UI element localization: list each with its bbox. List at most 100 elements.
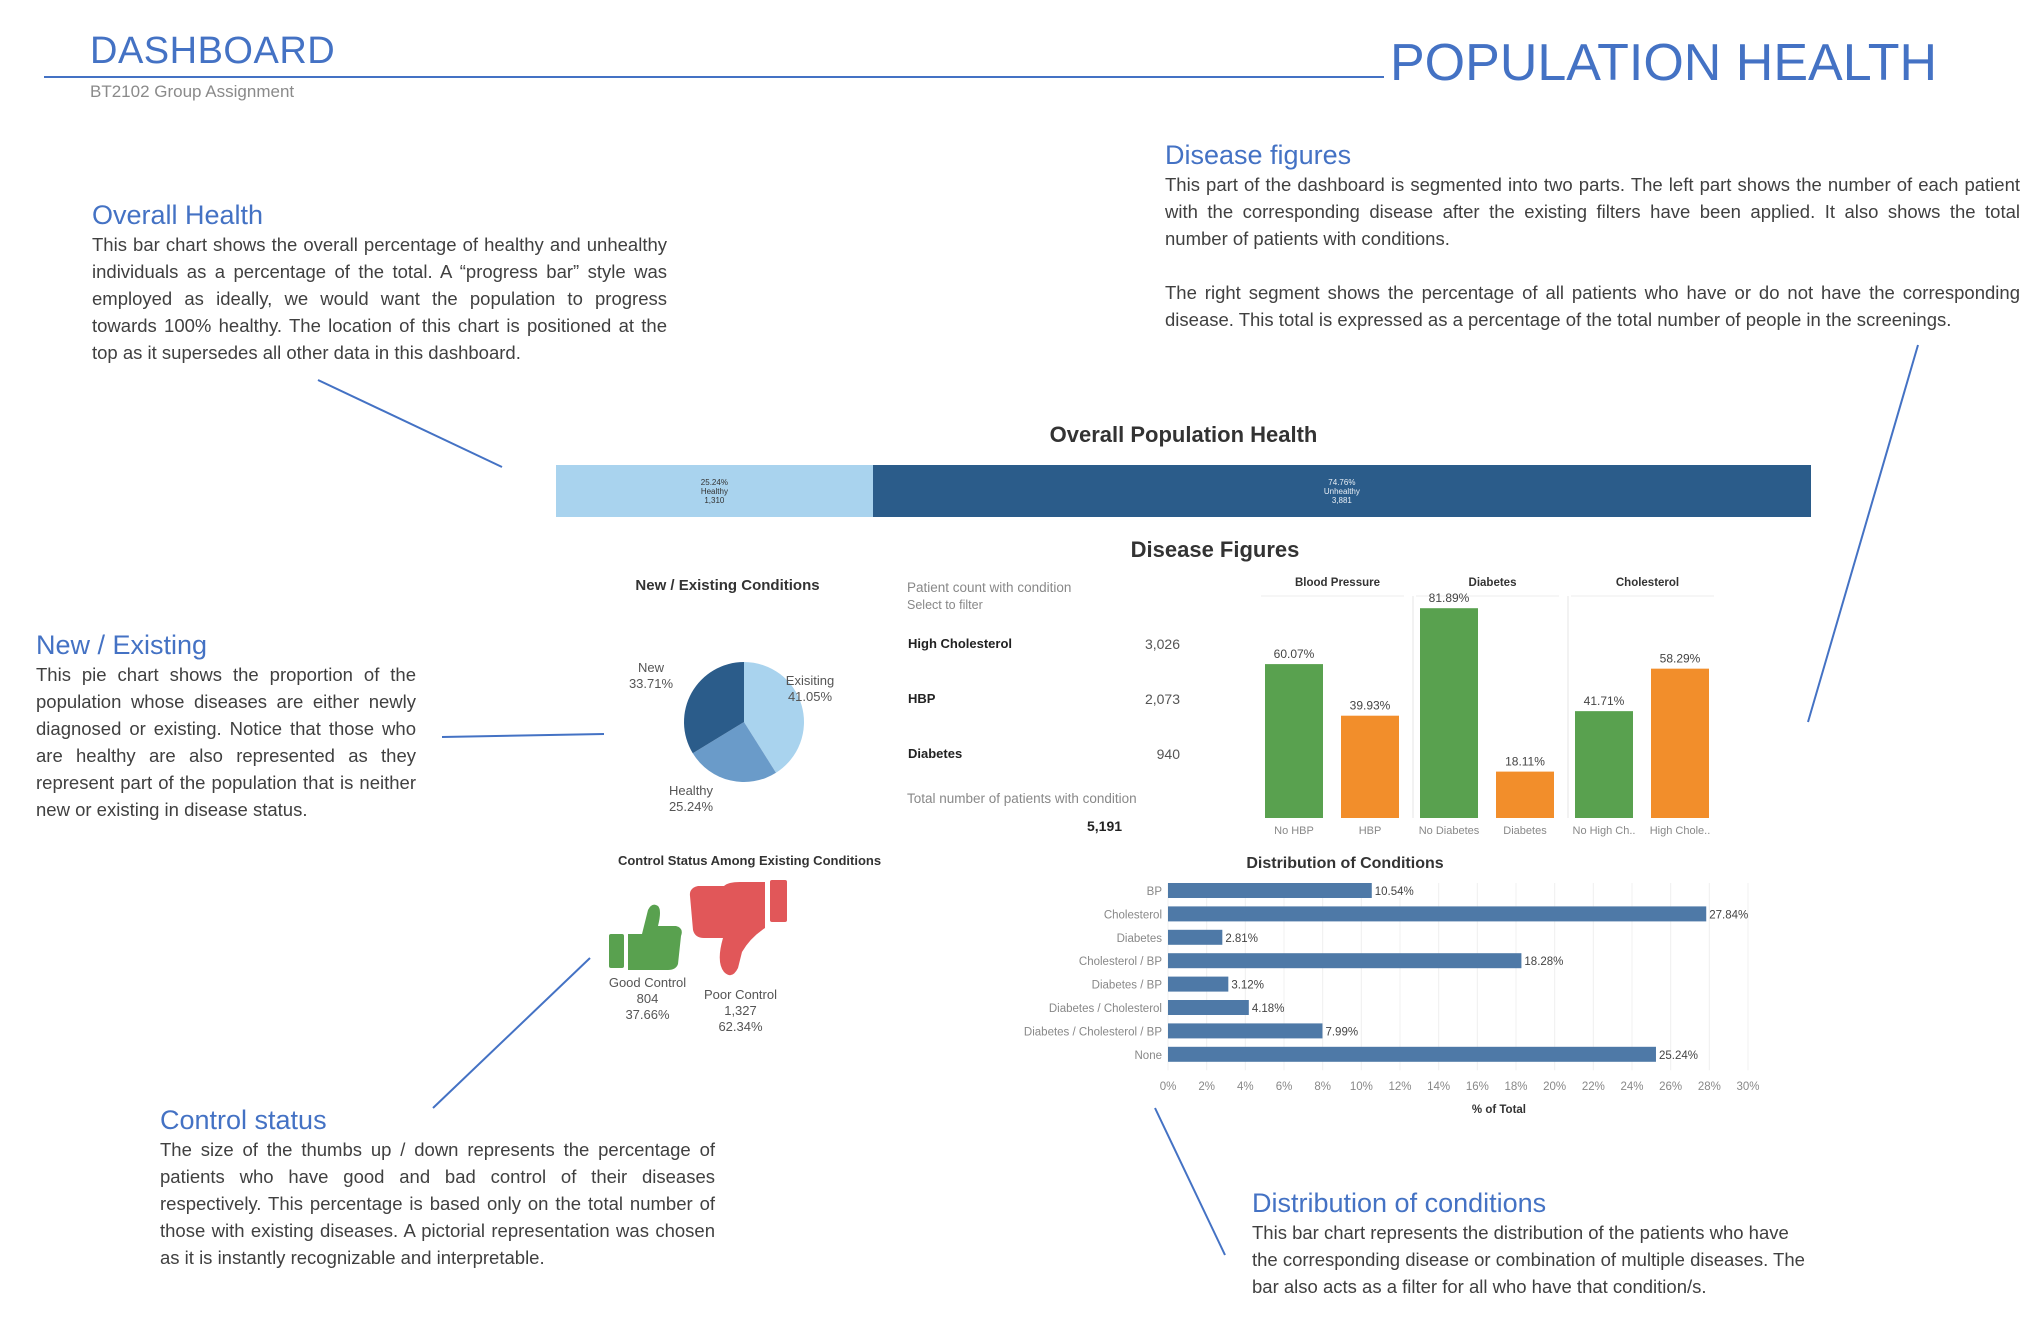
healthy-pct: 25.24% [700, 477, 728, 487]
x-tick-label: 4% [1237, 1081, 1254, 1093]
label-name: Exisiting [785, 673, 835, 688]
category-label: BP [1147, 886, 1163, 898]
label-pct: 41.05% [787, 689, 833, 704]
distribution-chart[interactable]: 0% 2% 4% 6% 8% 10% 12% 14% 16% 18% 20% 22% 24% 26% 28%… [990, 878, 1780, 1118]
bar-category-label: High Chole.. [1650, 825, 1711, 837]
connector-line [317, 379, 503, 468]
dashboard-title: DASHBOARD [90, 30, 336, 72]
category-label: Cholesterol [1104, 909, 1162, 921]
bar-category-label: Diabetes [1503, 825, 1547, 837]
category-label: Diabetes [1117, 933, 1163, 945]
pie-slice-healthy[interactable] [692, 722, 776, 782]
kpi-row-value: 2,073 [1144, 691, 1180, 707]
bar-value-label: 81.89% [1429, 591, 1470, 605]
distribution-bar[interactable] [1168, 953, 1522, 969]
kpi-total-value: 5,191 [1087, 818, 1123, 834]
kpi-row-value: 940 [1156, 746, 1180, 762]
x-tick-label: 6% [1276, 1081, 1293, 1093]
pie-chart[interactable] [612, 650, 812, 810]
label-count: 1,327 [724, 1003, 757, 1018]
unhealthy-count: 3,881 [1331, 495, 1352, 505]
x-tick-label: 2% [1198, 1081, 1215, 1093]
note-title: Overall Health [92, 200, 264, 230]
x-tick-label: 10% [1350, 1081, 1373, 1093]
category-label: Cholesterol / BP [1079, 956, 1162, 968]
kpi-row-label[interactable]: HBP [908, 691, 936, 706]
bar-category-label: No High Ch.. [1573, 825, 1636, 837]
healthy-segment[interactable]: 25.24% Healthy 1,310 [556, 465, 873, 517]
x-tick-label: 14% [1427, 1081, 1450, 1093]
distribution-bar[interactable] [1168, 976, 1229, 992]
header-divider [44, 76, 1384, 78]
kpi-row-value: 3,026 [1144, 636, 1180, 652]
poor-control-label: Poor Control 1,327 62.34% [693, 987, 788, 1035]
category-label: Diabetes / Cholesterol [1049, 1003, 1162, 1015]
note-title: Disease figures [1165, 140, 1352, 170]
note-body: The size of the thumbs up / down represe… [160, 1139, 715, 1268]
bar-value-label: 41.71% [1584, 694, 1625, 708]
label-pct: 62.34% [718, 1019, 763, 1034]
distribution-bar[interactable] [1168, 883, 1372, 898]
unhealthy-segment[interactable]: 74.76% Unhealthy 3,881 [872, 465, 1811, 517]
good-control-label: Good Control 804 37.66% [600, 975, 695, 1023]
note-overall-health: Overall Health This bar chart shows the … [92, 200, 667, 366]
note-new-existing: New / Existing This pie chart shows the … [36, 630, 416, 823]
kpi-header: Patient count with condition [907, 580, 1072, 595]
distribution-bar[interactable] [1168, 1046, 1656, 1062]
connector-line [441, 733, 605, 738]
dashboard-subtitle: BT2102 Group Assignment [90, 82, 295, 101]
kpi-row-label[interactable]: Diabetes [908, 746, 963, 761]
disease-bars-chart[interactable]: Blood Pressure 60.07% No HBP 39.93% HBP Diabe… [1255, 568, 1755, 838]
unhealthy-pct: 74.76% [1328, 477, 1356, 487]
bar-value-label: 60.07% [1274, 647, 1315, 661]
group-title: Diabetes [1469, 577, 1517, 589]
bar-value-label: 3.12% [1231, 980, 1264, 992]
x-axis-label: % of Total [1472, 1104, 1526, 1116]
bar-no-high-ch-[interactable] [1575, 711, 1633, 818]
label-name: Healthy [668, 783, 714, 798]
label-name: Good Control [608, 975, 687, 990]
distribution-bar[interactable] [1168, 929, 1223, 945]
x-tick-label: 30% [1736, 1081, 1759, 1093]
bar-diabetes[interactable] [1496, 771, 1554, 818]
control-title: Control Status Among Existing Conditions [617, 853, 882, 868]
label-count: 804 [636, 991, 659, 1006]
label-pct: 33.71% [628, 676, 674, 691]
note-body-2: The right segment shows the percentage o… [1165, 282, 2020, 330]
label-name: New [637, 660, 664, 675]
x-tick-label: 0% [1160, 1081, 1177, 1093]
x-tick-label: 8% [1314, 1081, 1331, 1093]
bar-hbp[interactable] [1341, 715, 1399, 818]
distribution-bar[interactable] [1168, 1000, 1249, 1015]
healthy-count: 1,310 [704, 495, 725, 505]
bar-value-label: 18.28% [1524, 956, 1563, 968]
bar-value-label: 4.18% [1252, 1003, 1285, 1015]
note-distribution: Distribution of conditions This bar char… [1252, 1188, 1807, 1300]
pie-slice-new[interactable] [684, 662, 744, 754]
note-body: This part of the dashboard is segmented … [1165, 174, 2020, 249]
note-body: This bar chart shows the overall percent… [92, 234, 667, 363]
bar-value-label: 7.99% [1325, 1026, 1358, 1038]
note-title: New / Existing [36, 630, 208, 660]
x-tick-label: 12% [1388, 1081, 1411, 1093]
overall-health-bar[interactable]: 25.24% Healthy 1,310 74.76% Unhealthy 3,… [556, 465, 1811, 517]
bar-no-diabetes[interactable] [1420, 608, 1478, 818]
distribution-bar[interactable] [1168, 1023, 1323, 1039]
pie-title: New / Existing Conditions [635, 577, 820, 594]
note-body: This bar chart represents the distributi… [1252, 1222, 1805, 1297]
bar-value-label: 39.93% [1350, 699, 1391, 713]
note-disease-figures: Disease figures This part of the dashboa… [1165, 140, 2020, 333]
bar-high-chole-[interactable] [1651, 668, 1709, 818]
bar-no-hbp[interactable] [1265, 664, 1323, 818]
bar-value-label: 58.29% [1660, 652, 1701, 666]
kpi-row-label[interactable]: High Cholesterol [908, 636, 1013, 651]
category-label: None [1135, 1050, 1163, 1062]
distribution-bar[interactable] [1168, 906, 1707, 922]
pie-slice-exisiting[interactable] [744, 662, 804, 773]
pie-label-new: New 33.71% [622, 660, 680, 692]
connector-line [1807, 344, 1919, 723]
kpi-subheader: Select to filter [907, 598, 983, 612]
overall-health-title: Overall Population Health [1049, 422, 1318, 447]
disease-figures-title: Disease Figures [1130, 537, 1300, 562]
